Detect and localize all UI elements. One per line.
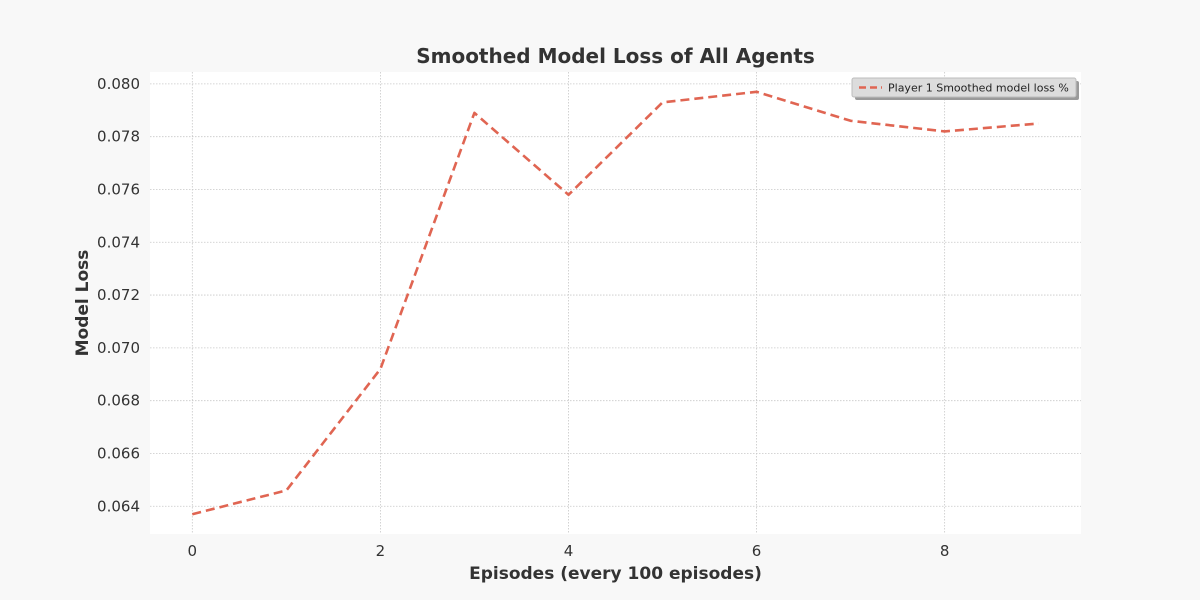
legend-box [851,77,1077,98]
series-lines [191,90,1039,516]
grid-lines [150,72,1081,534]
axis-ticks: 0 2 4 6 8 0.064 0.066 0.068 0.070 0.072 0.074 0.076… [97,75,949,560]
x-axis-label: Episodes (every 100 episodes) [469,564,762,584]
y-tick-label: 0.074 [97,233,140,251]
y-tick-label: 0.078 [97,128,140,146]
y-tick-label: 0.072 [97,286,140,304]
y-tick-label: 0.064 [97,497,140,515]
y-tick-label: 0.066 [97,444,140,462]
y-tick-label: 0.070 [97,339,140,357]
y-axis-label: Model Loss [73,250,93,357]
x-tick-label: 4 [564,542,574,560]
legend: Player 1 Smoothed model loss % [851,77,1079,100]
series-line-player-1 [191,90,1039,516]
plot-area [150,72,1081,534]
x-tick-label: 6 [752,542,762,560]
x-tick-label: 8 [940,542,950,560]
y-tick-label: 0.080 [97,75,140,93]
y-tick-label: 0.076 [97,180,140,198]
y-tick-label: 0.068 [97,392,140,410]
legend-label-player-1: Player 1 Smoothed model loss % [888,82,1069,95]
x-tick-label: 0 [188,542,198,560]
chart-title: Smoothed Model Loss of All Agents [416,44,815,68]
x-tick-label: 2 [376,542,386,560]
